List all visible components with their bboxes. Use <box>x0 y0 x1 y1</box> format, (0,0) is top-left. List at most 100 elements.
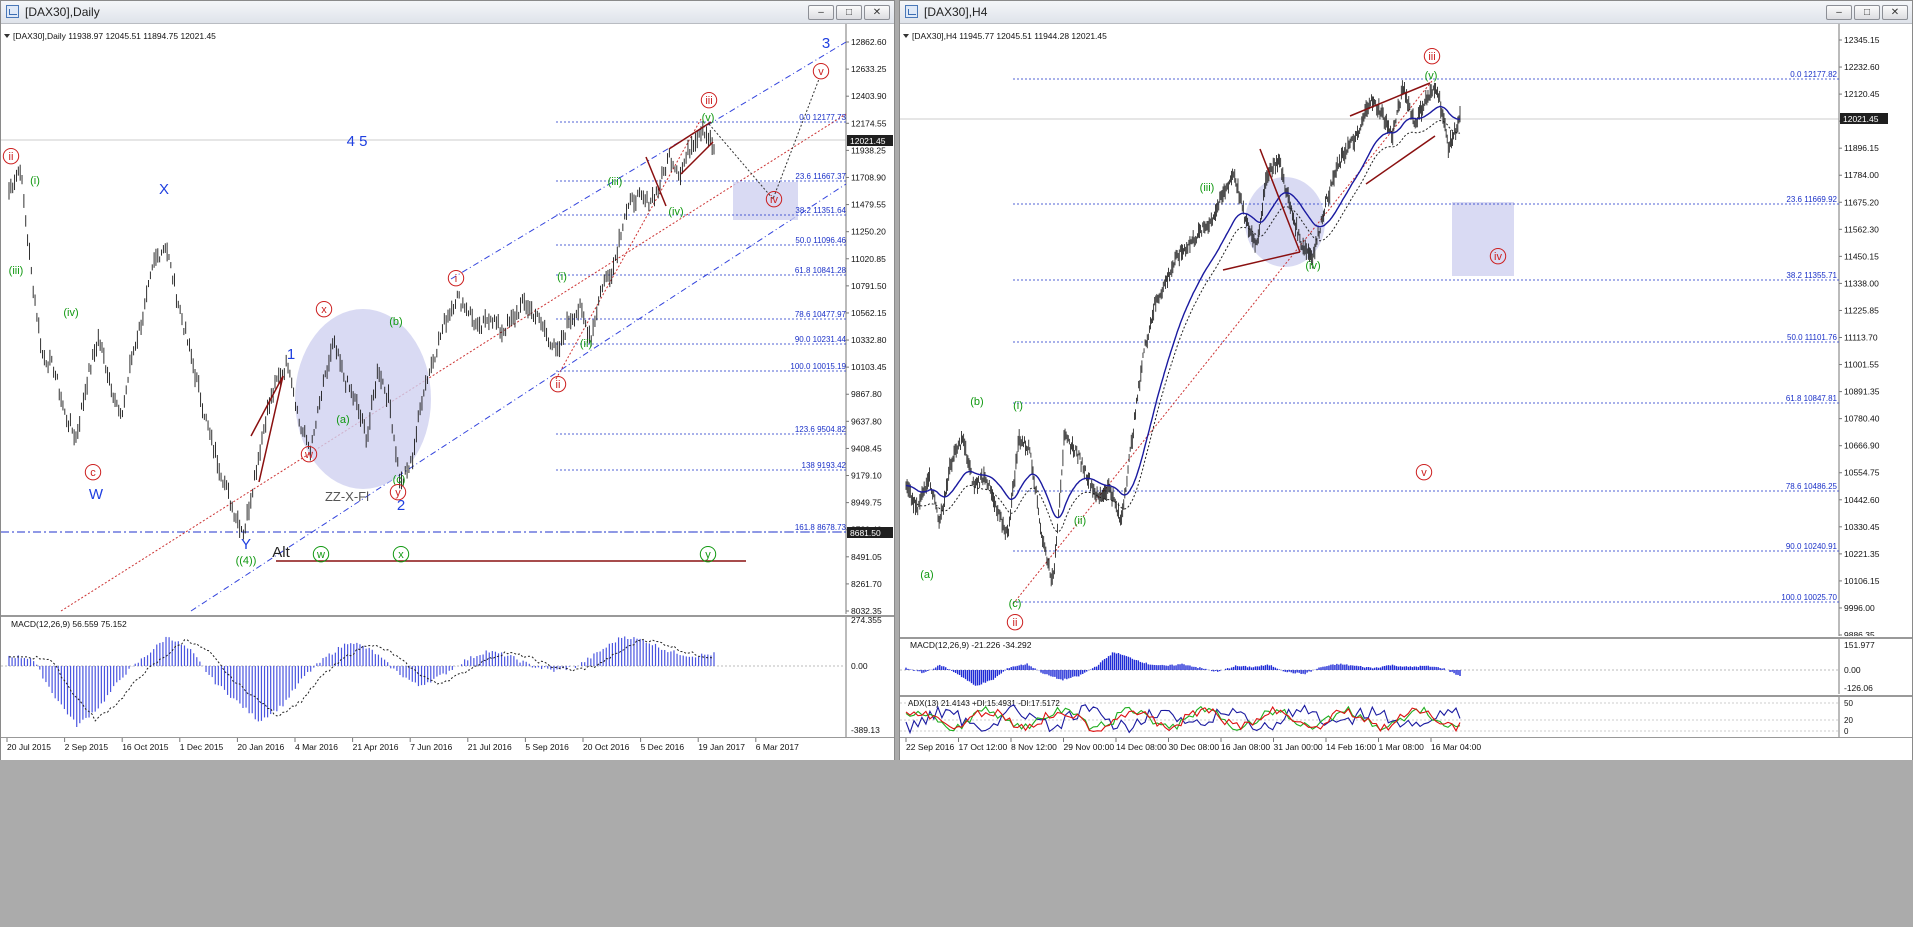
time-tick-label: 14 Dec 08:00 <box>1116 742 1167 752</box>
wave-label: (c) <box>393 474 406 486</box>
fib-level-label: 38.2 11355.71 <box>1786 271 1837 280</box>
wave-label-ring <box>765 190 783 208</box>
fib-level-label: 100.0 10015.19 <box>790 362 846 371</box>
price-tick-label: 11896.15 <box>1844 143 1879 153</box>
wedge-line <box>250 375 284 483</box>
wave-label: 2 <box>397 497 405 514</box>
fib-level-label: 23.6 11667.37 <box>795 172 846 181</box>
price-tick-label: 9179.10 <box>851 471 882 481</box>
wave-label: (iii) <box>1200 182 1215 194</box>
current-price-box <box>1840 113 1888 124</box>
h4-window-titlebar[interactable]: [DAX30],H4 – □ ✕ <box>900 1 1912 24</box>
wedge-line <box>1222 251 1301 271</box>
price-tick-label: 12120.45 <box>1844 89 1880 99</box>
macd-tick-label: -389.13 <box>851 725 880 735</box>
price-tick-label: 8261.70 <box>851 579 882 589</box>
wave-label-ring <box>700 91 718 109</box>
fib-level-label: 50.0 11096.46 <box>795 236 846 245</box>
price-tick-label: 11338.00 <box>1844 278 1879 288</box>
maximize-button[interactable]: □ <box>836 5 862 20</box>
wedge-line <box>645 156 667 207</box>
fib-level-label: 61.8 10841.28 <box>795 266 847 275</box>
daily-price-chart: 12862.60 12633.25 12403.90 12174.55 11938.25… <box>1 24 893 614</box>
minimize-button[interactable]: – <box>1826 5 1852 20</box>
price-tick-label: 12633.25 <box>851 64 887 74</box>
wave-label: (iv) <box>668 206 683 218</box>
wave-label: (b) <box>389 316 402 328</box>
fib-level-label: 78.6 10486.25 <box>1786 482 1838 491</box>
wave-iv-target-zone <box>733 182 798 220</box>
time-tick-label: 7 Jun 2016 <box>410 742 452 752</box>
price-tick-label: 8032.35 <box>851 606 882 614</box>
wave-label-ring <box>312 545 330 563</box>
price-tick-label: 10554.75 <box>1844 468 1880 478</box>
fib-level-label: 100.0 10025.70 <box>1781 593 1837 602</box>
time-tick-label: 1 Dec 2015 <box>180 742 224 752</box>
h4-adx-pane[interactable]: 50 20 0 ADX(13) 21.4143 +DI:15.4931 -DI:17.… <box>900 695 1912 740</box>
wave-label: c <box>90 467 96 479</box>
daily-price-pane[interactable]: 12862.60 12633.25 12403.90 12174.55 11938.25… <box>1 24 894 614</box>
wave-label: X <box>159 181 169 198</box>
h4-price-pane[interactable]: 12345.1512232.6012120.4512008.3011896.15… <box>900 24 1912 636</box>
h4-time-axis-svg: 22 Sep 2016 17 Oct 12:00 8 Nov 12:00 29 Nov… <box>905 738 1481 752</box>
wave-label: ii <box>1013 617 1018 629</box>
wave-label-ring <box>2 147 20 165</box>
macd-signal-line <box>9 638 715 722</box>
low-price-box <box>847 527 893 538</box>
fib-level-label: 0.0 12177.73 <box>799 113 846 122</box>
price-tick-label: 10891.35 <box>1844 387 1880 397</box>
wave-label: (i) <box>1013 400 1023 412</box>
price-tick-label: 10103.45 <box>851 362 887 372</box>
h4-macd-pane[interactable]: 151.977 0.00 -126.06 MACD(12,26,9) -21.226 … <box>900 637 1912 696</box>
wave-label: W <box>89 486 104 503</box>
time-tick-label: 30 Dec 08:00 <box>1169 742 1220 752</box>
fib-level-label: 90.0 10231.44 <box>795 335 847 344</box>
red-dotted-trend-line-2 <box>555 118 702 380</box>
daily-time-axis-svg: 20 Jul 2015 2 Sep 2015 16 Oct 2015 1 Dec 20… <box>6 738 799 752</box>
price-tick-label: 8491.05 <box>851 552 882 562</box>
chart-window-icon <box>905 5 918 18</box>
wave-label: (iii) <box>9 265 24 277</box>
daily-window-titlebar[interactable]: [DAX30],Daily – □ ✕ <box>1 1 894 24</box>
adx-tick-label: 50 <box>1844 699 1853 708</box>
wave-label: 4 5 <box>347 133 368 150</box>
channel-upper-line <box>450 41 847 280</box>
close-button[interactable]: ✕ <box>864 5 890 20</box>
time-tick-label: 29 Nov 00:00 <box>1064 742 1115 752</box>
price-tick-label: 11113.70 <box>1844 333 1878 343</box>
wave-label-ring <box>84 463 102 481</box>
price-tick-label: 10330.45 <box>1844 522 1880 532</box>
wave-label: (ii) <box>580 338 592 350</box>
minimize-button[interactable]: – <box>808 5 834 20</box>
fib-level-label: 161.8 8678.73 <box>795 523 847 532</box>
wave-label-ring <box>447 269 465 287</box>
daily-macd-pane[interactable]: 274.355 0.00 -389.13 MACD(12,26,9) 56.559 7… <box>1 615 894 742</box>
wave-label: Alt <box>272 544 290 561</box>
wave-label-ring <box>315 300 333 318</box>
time-tick-label: 20 Jul 2015 <box>7 742 51 752</box>
price-tick-label: 9886.35 <box>1844 630 1875 636</box>
wave-label: (c) <box>1009 598 1022 610</box>
price-tick-label: 10221.35 <box>1844 549 1880 559</box>
h4-window-title: [DAX30],H4 <box>924 5 988 19</box>
maximize-button[interactable]: □ <box>1854 5 1880 20</box>
macd-tick-label: -126.06 <box>1844 683 1873 693</box>
time-tick-label: 1 Mar 08:00 <box>1379 742 1425 752</box>
wave-label-ring <box>1423 47 1441 65</box>
wave-label: y <box>395 487 401 499</box>
wave-label: 1 <box>287 346 295 363</box>
wave-label: (a) <box>920 569 933 581</box>
current-price-box <box>847 135 893 146</box>
time-tick-label: 4 Mar 2016 <box>295 742 338 752</box>
wedge-line <box>668 121 712 150</box>
close-button[interactable]: ✕ <box>1882 5 1908 20</box>
wave-label: v <box>818 66 824 78</box>
time-tick-label: 21 Apr 2016 <box>353 742 399 752</box>
macd-tick-label: 0.00 <box>1844 665 1861 675</box>
price-tick-label: 9637.80 <box>851 416 882 426</box>
h4-time-axis: 22 Sep 2016 17 Oct 12:00 8 Nov 12:00 29 Nov… <box>900 737 1912 760</box>
wave-label-ring <box>300 445 318 463</box>
macd-tick-label: 0.00 <box>851 661 868 671</box>
fib-level-label: 23.6 11669.92 <box>1786 195 1837 204</box>
time-tick-label: 16 Jan 08:00 <box>1221 742 1270 752</box>
